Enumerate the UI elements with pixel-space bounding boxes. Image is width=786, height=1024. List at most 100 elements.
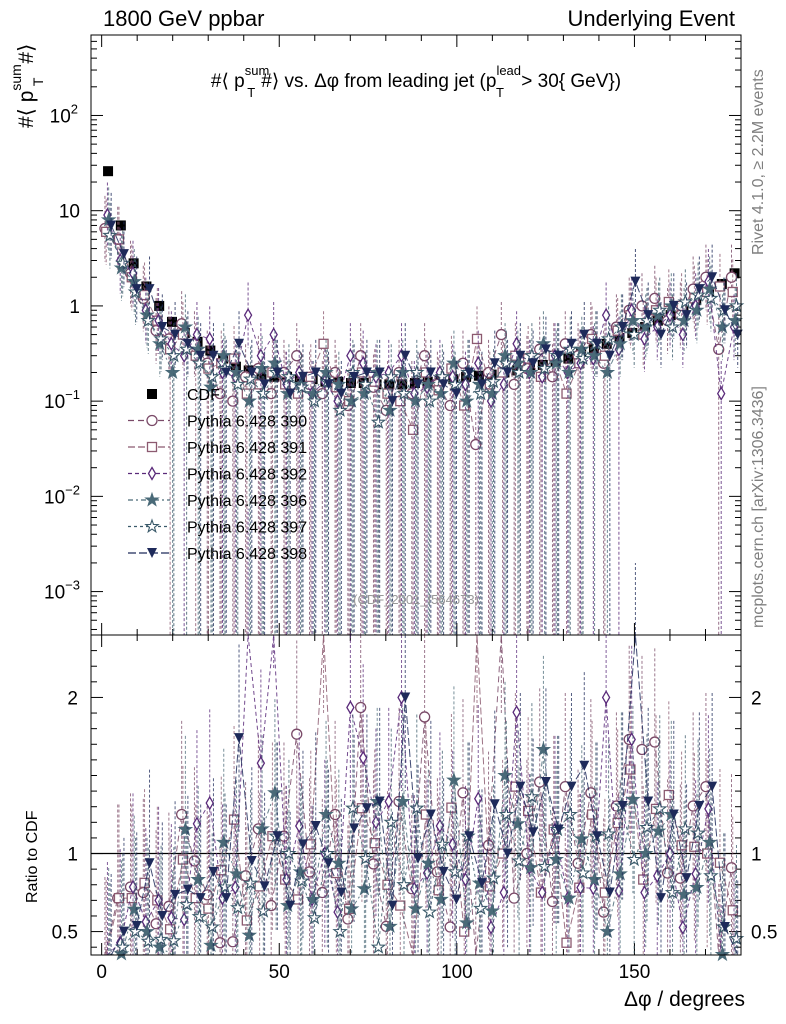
ratio-point (719, 921, 730, 932)
data-point (356, 385, 373, 401)
ratio-point (677, 820, 694, 836)
series-pythia-6-428-397 (102, 202, 745, 956)
ratio-point (228, 865, 245, 881)
ratio-point (535, 741, 552, 757)
data-point (601, 307, 611, 323)
ratio-point (446, 771, 462, 787)
y-tick-label: 10 (59, 202, 80, 223)
data-point (599, 364, 616, 380)
data-point (586, 347, 603, 363)
data-point (281, 368, 297, 384)
ratio-point (361, 803, 372, 814)
legend-item: Pythia 6.428 391 (128, 440, 307, 457)
ratio-point (343, 900, 360, 916)
data-point (349, 371, 360, 382)
legend-marker (147, 466, 157, 481)
ratio-point (586, 871, 603, 887)
legend-marker (144, 491, 160, 507)
ratio-point (561, 937, 572, 948)
legend-item: Pythia 6.428 390 (128, 414, 307, 431)
ratio-point (203, 903, 214, 914)
ratio-point (421, 903, 438, 919)
ratio-point (126, 901, 142, 916)
legend-label: Pythia 6.428 391 (187, 440, 307, 457)
data-point (515, 350, 526, 361)
ratio-point (643, 796, 654, 807)
data-point (464, 367, 475, 378)
data-point (323, 379, 334, 390)
ratio-point (153, 931, 169, 946)
x-axis-label: Δφ / degrees (624, 988, 745, 1011)
data-point (103, 166, 114, 177)
legend-marker (146, 441, 158, 453)
data-point (664, 318, 681, 334)
data-point (447, 376, 463, 391)
data-point (617, 322, 628, 333)
ratio-point (272, 831, 283, 842)
ratio-point (176, 808, 188, 821)
ratio-point (548, 851, 564, 867)
ratio-point (216, 834, 232, 849)
ratio-point (254, 820, 270, 836)
series-pythia-6-428-398 (106, 192, 743, 956)
data-point (536, 360, 553, 376)
ratio-tick-label: 2 (67, 688, 78, 709)
ratio-point (650, 822, 667, 838)
data-point (655, 329, 666, 340)
ratio-point (345, 800, 361, 815)
data-point (433, 385, 449, 401)
ratio-point (306, 909, 323, 925)
ratio-point (511, 852, 527, 868)
legend-label: Pythia 6.428 396 (187, 493, 307, 510)
ratio-point (113, 892, 125, 904)
ratio-point (178, 896, 195, 912)
legend-marker (146, 414, 158, 427)
ratio-point (604, 887, 615, 898)
ratio-point (663, 789, 674, 801)
ratio-point (678, 920, 688, 935)
ratio-point (241, 927, 258, 942)
ratio-point (458, 914, 475, 930)
data-point (703, 290, 719, 305)
ratio-point (246, 855, 257, 866)
ratio-point (515, 781, 526, 792)
ratio-point (355, 701, 367, 714)
data-point (259, 379, 270, 390)
ratio-point (291, 728, 303, 740)
data-point (732, 329, 743, 340)
ratio-point (425, 809, 436, 820)
data-point (144, 284, 155, 295)
ratio-point (318, 806, 334, 822)
data-point (115, 220, 126, 231)
data-point (397, 379, 408, 390)
data-point (285, 388, 296, 399)
legend-item: CDF (147, 387, 220, 404)
ratio-point (435, 818, 445, 834)
ratio-point (152, 938, 168, 954)
header-left: 1800 GeV ppbar (103, 6, 265, 31)
data-point (407, 424, 419, 435)
data-point (498, 354, 515, 370)
ratio-point (126, 892, 137, 904)
ratio-point (707, 781, 718, 792)
ratio-point (195, 893, 206, 904)
legend: CDF Pythia 6.428 390 Pythia 6.428 391 Pythi… (128, 387, 307, 563)
data-point (701, 280, 718, 296)
legend-marker (147, 548, 157, 558)
ratio-point (589, 880, 598, 896)
data-point (332, 402, 348, 417)
watermark: (CDF_2001_I564673) (353, 592, 479, 607)
data-point (476, 379, 487, 390)
legend-marker (144, 518, 160, 534)
ratio-point (356, 880, 373, 896)
data-point (395, 364, 411, 380)
ratio-point (400, 692, 411, 703)
data-point (563, 353, 574, 364)
ratio-point (664, 884, 681, 900)
data-point (387, 396, 398, 407)
ratio-point (166, 932, 182, 948)
data-point (306, 392, 323, 408)
data-point (205, 345, 216, 356)
data-point (639, 312, 655, 328)
data-point (640, 331, 649, 347)
